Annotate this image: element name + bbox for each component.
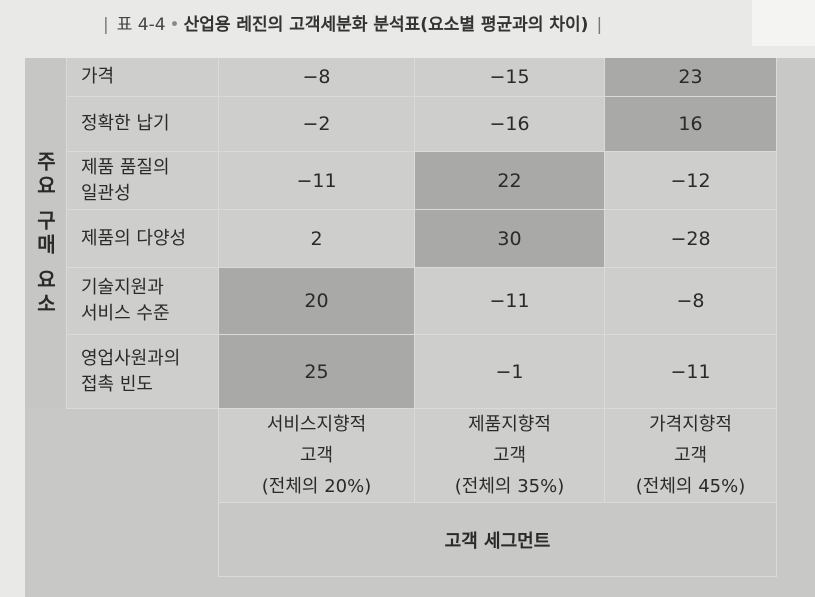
side-axis-label: 주요 구매 요소 [25,58,67,409]
column-header-service: 서비스지향적 고객 (전체의 20%) [219,409,415,503]
page-corner [752,0,815,46]
table-caption: | 표 4-4 • 산업용 레진의 고객세분화 분석표(요소별 평균과의 차이) | [103,15,603,35]
value-cell-highlight: 30 [415,210,605,268]
value-cell-highlight: 20 [219,268,415,335]
segment-axis-label: 고객 세그먼트 [219,503,777,577]
value-cell: −11 [219,152,415,210]
value-cell-highlight: 23 [605,58,777,97]
value-cell: −8 [219,58,415,97]
value-cell: −11 [605,335,777,409]
value-cell: −15 [415,58,605,97]
row-label-variety: 제품의 다양성 [67,210,219,268]
row-label-contact: 영업사원과의 접촉 빈도 [67,335,219,409]
value-cell-highlight: 16 [605,97,777,152]
column-header-product: 제품지향적 고객 (전체의 35%) [415,409,605,503]
row-label-price: 가격 [67,58,219,97]
value-cell: 2 [219,210,415,268]
table-title: 산업용 레진의 고객세분화 분석표(요소별 평균과의 차이) [183,15,589,35]
segmentation-table: 주요 구매 요소 가격 −8 −15 23 정확한 납기 −2 −16 16 제… [25,58,815,597]
table-number: 표 4-4 [116,15,166,35]
empty-corner [25,409,219,577]
row-label-delivery: 정확한 납기 [67,97,219,152]
value-cell: −28 [605,210,777,268]
value-cell-highlight: 25 [219,335,415,409]
value-cell: −1 [415,335,605,409]
row-label-support: 기술지원과 서비스 수준 [67,268,219,335]
value-cell: −12 [605,152,777,210]
value-cell: −16 [415,97,605,152]
row-label-quality: 제품 품질의 일관성 [67,152,219,210]
value-cell-highlight: 22 [415,152,605,210]
value-cell: −2 [219,97,415,152]
column-header-price: 가격지향적 고객 (전체의 45%) [605,409,777,503]
value-cell: −11 [415,268,605,335]
value-cell: −8 [605,268,777,335]
